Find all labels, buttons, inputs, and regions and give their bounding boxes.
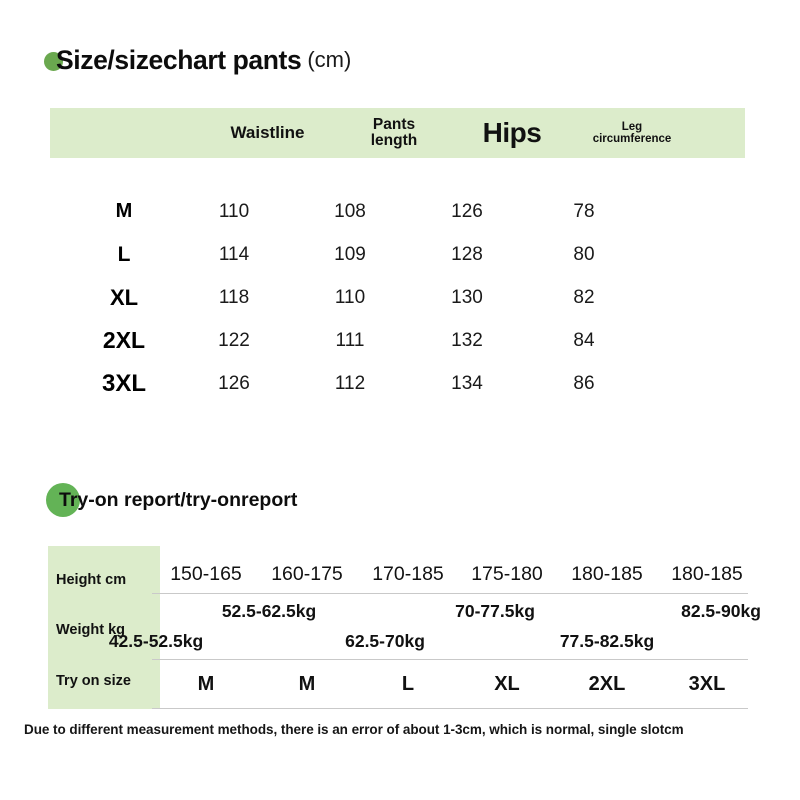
cell-waistline: 110 bbox=[218, 200, 250, 222]
column-header-leg-circumference: Leg circumference bbox=[571, 108, 693, 158]
disclaimer-text: Due to different measurement methods, th… bbox=[24, 722, 684, 737]
cell-waistline: 114 bbox=[218, 243, 250, 265]
column-header-hips-label: Hips bbox=[482, 117, 542, 149]
size-chart-title: Size/sizechart pants (cm) bbox=[44, 42, 351, 78]
cell-pants-length: 111 bbox=[335, 329, 365, 351]
cell-size: 2XL bbox=[102, 327, 146, 353]
size-table-body: M 110 108 126 78 L 114 109 128 80 XL 118… bbox=[50, 190, 745, 405]
column-header-waistline: Waistline bbox=[205, 108, 330, 158]
tryon-row-label-size: Try on size bbox=[56, 673, 131, 689]
tryon-height-cell: 180-185 bbox=[571, 562, 643, 585]
tryon-weight-cell: 42.5-52.5kg bbox=[108, 630, 204, 651]
cell-size: M bbox=[115, 200, 133, 222]
cell-leg-circumference: 80 bbox=[573, 243, 595, 265]
tryon-row-label-height: Height cm bbox=[56, 572, 127, 588]
tryon-height-cell: 160-175 bbox=[271, 562, 343, 585]
cell-size: 3XL bbox=[101, 369, 146, 397]
column-header-pants-length: Pants length bbox=[342, 108, 446, 158]
table-row: 3XL 126 112 134 86 bbox=[50, 362, 745, 405]
cell-leg-circumference: 82 bbox=[573, 286, 595, 308]
tryon-report-title-text: Try-on report/try-onreport bbox=[59, 488, 298, 511]
cell-leg-circumference: 84 bbox=[573, 329, 595, 351]
cell-hips: 132 bbox=[451, 329, 483, 351]
table-row: 2XL 122 111 132 84 bbox=[50, 319, 745, 362]
cell-pants-length: 108 bbox=[334, 200, 366, 222]
cell-hips: 128 bbox=[451, 243, 483, 265]
tryon-height-cell: 150-165 bbox=[170, 562, 242, 585]
tryon-size-cell: M bbox=[197, 672, 215, 695]
cell-size: XL bbox=[109, 284, 139, 310]
tryon-size-cell: 3XL bbox=[688, 672, 726, 695]
table-row: L 114 109 128 80 bbox=[50, 233, 745, 276]
cell-leg-circumference: 78 bbox=[573, 200, 595, 222]
tryon-height-cell: 170-185 bbox=[372, 562, 444, 585]
table-row: M 110 108 126 78 bbox=[50, 190, 745, 233]
tryon-size-cell: M bbox=[298, 672, 316, 695]
column-header-pants-length-line2: length bbox=[370, 132, 418, 149]
tryon-weight-cell: 62.5-70kg bbox=[345, 630, 425, 651]
tryon-table: Height cm Weight kg Try on size 150-165 … bbox=[48, 546, 761, 709]
tryon-height-cell: 180-185 bbox=[671, 562, 743, 585]
tryon-row-label-weight: Weight kg bbox=[56, 622, 126, 638]
tryon-weight-cell: 82.5-90kg bbox=[681, 600, 761, 621]
cell-waistline: 122 bbox=[218, 329, 250, 351]
tryon-size-cell: 2XL bbox=[588, 672, 626, 695]
size-chart-unit-text: (cm) bbox=[307, 47, 352, 72]
cell-pants-length: 109 bbox=[334, 243, 366, 265]
size-table-header: Waistline Pants length Hips Leg circumfe… bbox=[50, 108, 745, 158]
cell-hips: 130 bbox=[451, 286, 483, 308]
bullet-circle-icon bbox=[46, 483, 80, 517]
bullet-dot-icon bbox=[44, 52, 63, 71]
tryon-weight-cell: 70-77.5kg bbox=[455, 600, 535, 621]
cell-pants-length: 112 bbox=[334, 372, 366, 394]
column-header-leg-line2: circumference bbox=[592, 133, 672, 145]
cell-waistline: 118 bbox=[218, 286, 250, 308]
tryon-label-column bbox=[48, 546, 160, 709]
tryon-weight-cell: 77.5-82.5kg bbox=[559, 630, 655, 651]
column-header-hips: Hips bbox=[456, 108, 568, 158]
tryon-size-cell: L bbox=[401, 672, 415, 695]
cell-hips: 134 bbox=[451, 372, 483, 394]
cell-hips: 126 bbox=[451, 200, 483, 222]
cell-waistline: 126 bbox=[218, 372, 250, 394]
table-row: XL 118 110 130 82 bbox=[50, 276, 745, 319]
tryon-size-cell: XL bbox=[494, 672, 520, 695]
column-header-pants-length-line1: Pants bbox=[372, 115, 416, 133]
column-header-waistline-label: Waistline bbox=[230, 123, 305, 143]
tryon-weight-cell: 52.5-62.5kg bbox=[221, 600, 317, 621]
size-chart-title-text: Size/sizechart pants bbox=[56, 44, 302, 75]
cell-pants-length: 110 bbox=[334, 286, 366, 308]
divider bbox=[152, 659, 748, 660]
cell-size: L bbox=[117, 242, 131, 266]
column-header-leg-line1: Leg bbox=[621, 120, 643, 133]
tryon-height-cell: 175-180 bbox=[471, 562, 543, 585]
tryon-report-title: Try-on report/try-onreport bbox=[46, 480, 297, 520]
divider bbox=[152, 708, 748, 709]
cell-leg-circumference: 86 bbox=[573, 372, 595, 394]
divider bbox=[152, 593, 748, 594]
